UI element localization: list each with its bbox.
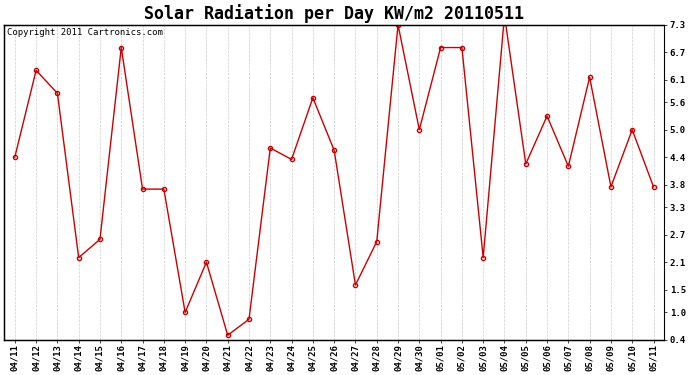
Title: Solar Radiation per Day KW/m2 20110511: Solar Radiation per Day KW/m2 20110511 bbox=[144, 4, 524, 23]
Text: Copyright 2011 Cartronics.com: Copyright 2011 Cartronics.com bbox=[8, 28, 164, 37]
